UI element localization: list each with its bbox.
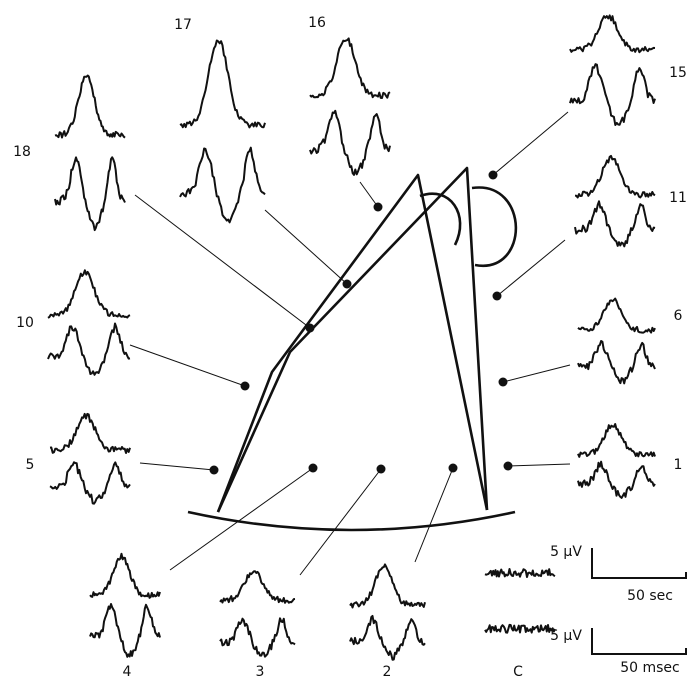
electrode-dot [449, 464, 458, 473]
trace [50, 462, 130, 503]
leader-line [493, 112, 568, 175]
electrode-dot [210, 466, 219, 475]
electrode-dot [374, 203, 383, 212]
leader-line [503, 365, 570, 382]
leader-line [265, 210, 347, 284]
leader-line [360, 182, 378, 207]
trace [485, 625, 555, 633]
site-label: 16 [308, 15, 326, 31]
electrode-dot [306, 324, 315, 333]
trace [55, 157, 125, 230]
trace [180, 41, 265, 128]
trace [90, 554, 160, 598]
scale-bar [592, 548, 686, 578]
electrode-diagram [188, 168, 516, 530]
outline-outer [218, 175, 487, 512]
site-labels: 18 17 16 15 11 6 1 10 5 4 3 2 C [13, 15, 687, 680]
site-label: 6 [674, 308, 683, 324]
page: {"figure": { "sites": [ {"label": "18"},… [0, 0, 700, 687]
site-label: 17 [174, 17, 192, 33]
electrode-dot [309, 464, 318, 473]
outline-inner [218, 168, 487, 512]
trace [578, 299, 655, 333]
site-label: 5 [26, 457, 35, 473]
electrode-dot [493, 292, 502, 301]
trace [310, 38, 390, 98]
figure: 18 17 16 15 11 6 1 10 5 4 3 2 C 5 μV 50 … [0, 0, 700, 687]
trace [350, 616, 425, 660]
leader-line [130, 345, 245, 386]
trace [55, 76, 125, 138]
trace [220, 618, 295, 656]
trace [220, 571, 295, 603]
leader-line [140, 463, 214, 470]
trace [570, 64, 655, 125]
scale-bars: 5 μV 50 sec 5 μV 50 msec [550, 544, 686, 676]
trace [310, 111, 390, 175]
trace [90, 604, 160, 657]
leader-line [508, 464, 570, 466]
traces [48, 15, 655, 659]
trace [50, 414, 130, 453]
trace [180, 148, 265, 223]
site-label: C [513, 664, 523, 680]
trace [48, 324, 130, 375]
site-label: 4 [123, 664, 132, 680]
site-label: 10 [16, 315, 34, 331]
site-label: 3 [256, 664, 265, 680]
scale-amplitude: 5 μV [550, 544, 582, 560]
electrode-dot [489, 171, 498, 180]
site-label: 2 [383, 664, 392, 680]
trace [578, 341, 655, 383]
trace [575, 201, 655, 246]
site-label: 18 [13, 144, 31, 160]
electrode-dot [499, 378, 508, 387]
electrode-dot [377, 465, 386, 474]
leader-line [415, 468, 453, 562]
scale-amplitude: 5 μV [550, 628, 582, 644]
leader-line [497, 240, 565, 296]
site-label: 15 [669, 65, 687, 81]
scale-bar [592, 628, 686, 654]
loop-large [472, 188, 516, 266]
leader-line [300, 469, 381, 575]
site-label: 11 [669, 190, 687, 206]
trace [575, 156, 655, 198]
trace [570, 15, 655, 52]
electrode-dot [504, 462, 513, 471]
trace [485, 569, 555, 577]
electrode-dot [241, 382, 250, 391]
trace [578, 424, 655, 457]
base-arc [188, 512, 515, 530]
trace [350, 564, 425, 607]
trace [48, 270, 130, 318]
trace [578, 462, 655, 498]
leader-line [170, 468, 313, 570]
electrode-dot [343, 280, 352, 289]
scale-time: 50 msec [620, 660, 680, 676]
scale-time: 50 sec [627, 588, 673, 604]
site-label: 1 [674, 457, 683, 473]
